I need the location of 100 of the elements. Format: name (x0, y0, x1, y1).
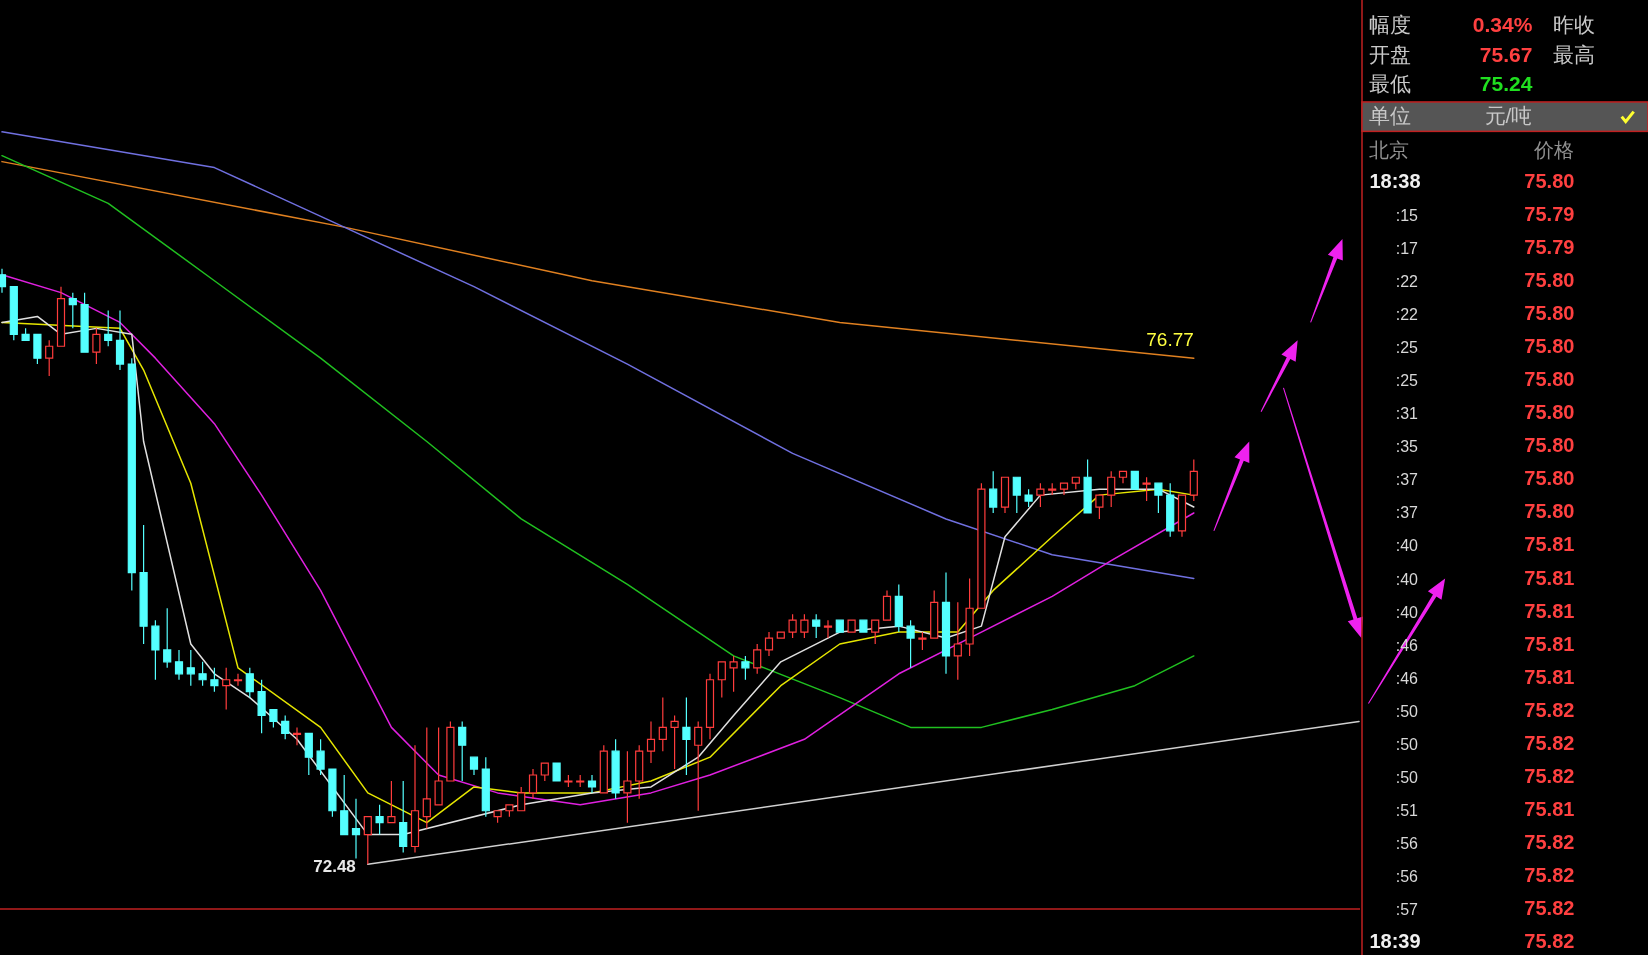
candlestick (104, 309, 113, 347)
data-label: 75.81 (1524, 566, 1575, 589)
candlestick (599, 744, 608, 794)
candlestick (68, 292, 77, 329)
data-label: 75.81 (1524, 665, 1575, 688)
text: 北京 (1369, 138, 1410, 161)
category-label: :56 (1395, 867, 1419, 885)
text: 0.34% (1472, 12, 1533, 36)
candlestick (198, 661, 207, 687)
data-label: 75.82 (1524, 896, 1575, 919)
candlestick (705, 673, 715, 740)
candlestick (753, 643, 762, 675)
candlestick (481, 756, 490, 818)
category-label: :15 (1395, 207, 1419, 225)
candlestick (363, 816, 372, 865)
text: 幅度 (1369, 12, 1412, 36)
candlestick (210, 667, 219, 693)
data-label: 75.80 (1524, 335, 1575, 358)
category-label: :50 (1395, 768, 1419, 786)
candlestick (340, 774, 349, 836)
data-label: 75.80 (1524, 500, 1575, 523)
candlestick (233, 673, 243, 687)
category-label: 18:38 (1369, 170, 1421, 193)
candlestick (835, 619, 844, 633)
category-label: :31 (1395, 405, 1419, 423)
annotation: 72.48 (313, 857, 356, 877)
candlestick (139, 524, 148, 645)
candlestick (1107, 470, 1116, 508)
candlestick (1083, 458, 1092, 514)
category-label: :51 (1395, 801, 1419, 819)
candlestick (80, 292, 89, 353)
candlestick (115, 309, 125, 371)
candlestick (694, 720, 703, 812)
annotation: 76.77 (1146, 329, 1194, 351)
category-label: :56 (1395, 834, 1419, 852)
candlestick (33, 333, 42, 365)
category-label: :37 (1395, 504, 1419, 522)
category-label: 18:39 (1369, 929, 1421, 952)
candlestick (918, 631, 927, 651)
category-label: :22 (1395, 306, 1419, 324)
candlestick (800, 613, 809, 639)
data-label: 75.80 (1524, 467, 1575, 490)
candlestick (941, 571, 951, 675)
data-label: 75.79 (1524, 203, 1575, 226)
text: 开盘 (1369, 43, 1412, 67)
candlestick (1177, 494, 1187, 538)
category-label: :40 (1395, 537, 1419, 555)
candlestick (788, 613, 797, 639)
data-label: 75.82 (1524, 929, 1575, 952)
candlestick (658, 697, 667, 752)
candlestick (1059, 482, 1069, 496)
candlestick (469, 756, 479, 776)
candlestick (953, 601, 962, 681)
category-label: :57 (1395, 900, 1419, 918)
candlestick (92, 327, 101, 365)
candlestick (764, 631, 774, 657)
candlestick (729, 655, 738, 693)
candlestick (410, 744, 420, 854)
data-label: 75.82 (1524, 830, 1575, 853)
data-label: 75.81 (1524, 797, 1575, 820)
text: 最高 (1553, 43, 1596, 67)
candlestick (304, 732, 313, 776)
data-label: 75.80 (1524, 401, 1575, 424)
category-label: :37 (1395, 471, 1419, 489)
candlestick (434, 726, 443, 806)
candlestick (635, 744, 644, 800)
candlestick (894, 583, 903, 633)
candlestick (1142, 476, 1151, 502)
candlestick (1024, 488, 1033, 508)
candlestick (847, 619, 856, 633)
candlestick (823, 619, 833, 639)
candlestick (1071, 476, 1080, 490)
text: 75.24 (1479, 72, 1533, 96)
data-label: 75.82 (1524, 698, 1575, 721)
candlestick (281, 714, 290, 740)
category-label: :40 (1395, 603, 1419, 621)
candlestick (1000, 476, 1010, 514)
candlestick (646, 720, 656, 764)
candlestick (222, 667, 231, 711)
category-label: :22 (1395, 273, 1419, 291)
data-label: 75.81 (1524, 533, 1575, 556)
candlestick (458, 720, 467, 782)
candlestick (1095, 494, 1104, 520)
candlestick (564, 774, 573, 788)
candlestick (587, 774, 597, 794)
data-label: 75.80 (1524, 170, 1575, 193)
candlestick (269, 708, 278, 728)
candlestick (375, 804, 384, 836)
candlestick (45, 339, 54, 377)
data-label: 75.82 (1524, 731, 1575, 754)
candlestick (859, 619, 868, 633)
data-label: 75.80 (1524, 434, 1575, 457)
data-label: 75.80 (1524, 368, 1575, 391)
category-label: :46 (1395, 669, 1419, 687)
candlestick (540, 762, 549, 782)
candlestick (682, 697, 691, 776)
text: 价格 (1533, 138, 1575, 161)
candlestick (9, 286, 18, 341)
text: 75.67 (1479, 43, 1533, 67)
data-label: 75.81 (1524, 632, 1575, 655)
